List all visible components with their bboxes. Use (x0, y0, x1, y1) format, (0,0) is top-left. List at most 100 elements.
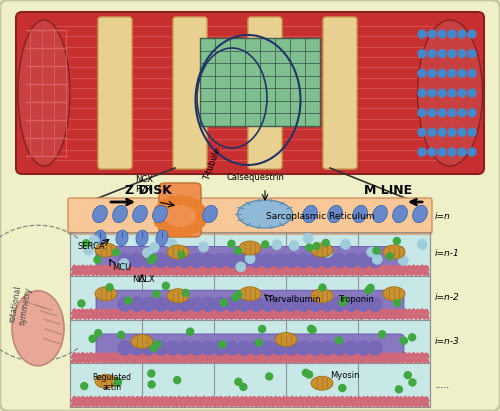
Circle shape (154, 217, 164, 227)
Circle shape (368, 297, 382, 311)
Circle shape (400, 337, 407, 344)
Text: i=n: i=n (435, 212, 451, 220)
Ellipse shape (311, 376, 333, 390)
Circle shape (341, 296, 348, 303)
Circle shape (309, 326, 316, 333)
Ellipse shape (239, 241, 261, 255)
Circle shape (261, 297, 275, 311)
Text: Parvalbumin: Parvalbumin (268, 296, 320, 304)
Circle shape (196, 217, 205, 227)
Circle shape (174, 376, 180, 383)
Circle shape (428, 89, 436, 97)
Circle shape (202, 254, 215, 268)
Ellipse shape (202, 206, 218, 223)
Circle shape (438, 30, 446, 38)
Circle shape (409, 379, 416, 386)
Circle shape (468, 128, 476, 136)
Circle shape (418, 128, 426, 136)
Circle shape (322, 247, 332, 257)
Circle shape (237, 254, 251, 268)
Circle shape (124, 297, 132, 304)
Ellipse shape (18, 20, 70, 166)
FancyBboxPatch shape (159, 183, 201, 237)
Bar (200, 38, 320, 126)
Circle shape (332, 341, 346, 355)
Circle shape (202, 297, 215, 311)
Circle shape (308, 297, 322, 311)
Circle shape (468, 89, 476, 97)
Circle shape (344, 254, 358, 268)
Circle shape (356, 341, 370, 355)
Circle shape (448, 50, 456, 58)
Circle shape (428, 30, 436, 38)
Ellipse shape (112, 206, 128, 223)
Circle shape (296, 341, 310, 355)
Circle shape (154, 254, 168, 268)
Circle shape (308, 341, 322, 355)
Circle shape (313, 242, 320, 249)
Circle shape (89, 335, 96, 342)
Circle shape (142, 297, 156, 311)
Ellipse shape (418, 20, 482, 166)
Circle shape (458, 128, 466, 136)
Text: NCX: NCX (135, 175, 153, 184)
Circle shape (219, 341, 226, 348)
Circle shape (118, 297, 132, 311)
Text: Troponin: Troponin (338, 296, 374, 304)
Ellipse shape (132, 206, 148, 223)
Circle shape (296, 297, 310, 311)
Ellipse shape (95, 374, 117, 388)
Circle shape (249, 341, 263, 355)
Circle shape (256, 339, 262, 346)
Circle shape (236, 262, 246, 272)
Circle shape (428, 50, 436, 58)
Circle shape (438, 109, 446, 117)
FancyBboxPatch shape (173, 17, 207, 169)
Circle shape (340, 299, 346, 306)
Circle shape (225, 254, 239, 268)
Text: i=n-1: i=n-1 (435, 249, 460, 259)
Text: Z DISK: Z DISK (124, 184, 172, 197)
Circle shape (154, 297, 168, 311)
Text: Regulated
actin: Regulated actin (92, 373, 132, 392)
Ellipse shape (392, 206, 407, 223)
Circle shape (190, 222, 200, 232)
Circle shape (249, 254, 263, 268)
Ellipse shape (239, 287, 261, 301)
Circle shape (272, 240, 281, 250)
Circle shape (418, 50, 426, 58)
Ellipse shape (311, 243, 333, 257)
Circle shape (438, 50, 446, 58)
Circle shape (394, 299, 400, 306)
Circle shape (160, 222, 170, 232)
Circle shape (273, 297, 287, 311)
Circle shape (153, 211, 163, 221)
Circle shape (336, 337, 342, 344)
FancyBboxPatch shape (96, 247, 404, 275)
Circle shape (178, 251, 185, 258)
Circle shape (468, 109, 476, 117)
Circle shape (142, 254, 156, 268)
Circle shape (235, 378, 242, 385)
Ellipse shape (302, 206, 318, 223)
Circle shape (320, 297, 334, 311)
Circle shape (448, 89, 456, 97)
FancyBboxPatch shape (323, 17, 357, 169)
Circle shape (182, 289, 189, 296)
Circle shape (261, 341, 275, 355)
Ellipse shape (131, 335, 153, 349)
Circle shape (245, 254, 255, 263)
Ellipse shape (383, 287, 405, 301)
Circle shape (320, 254, 334, 268)
Ellipse shape (383, 245, 405, 259)
Circle shape (372, 254, 382, 264)
Circle shape (448, 128, 456, 136)
Circle shape (80, 383, 87, 390)
Circle shape (458, 69, 466, 77)
Circle shape (213, 254, 227, 268)
Circle shape (428, 109, 436, 117)
Circle shape (320, 341, 334, 355)
Circle shape (418, 148, 426, 156)
Ellipse shape (116, 230, 128, 246)
Circle shape (273, 254, 287, 268)
